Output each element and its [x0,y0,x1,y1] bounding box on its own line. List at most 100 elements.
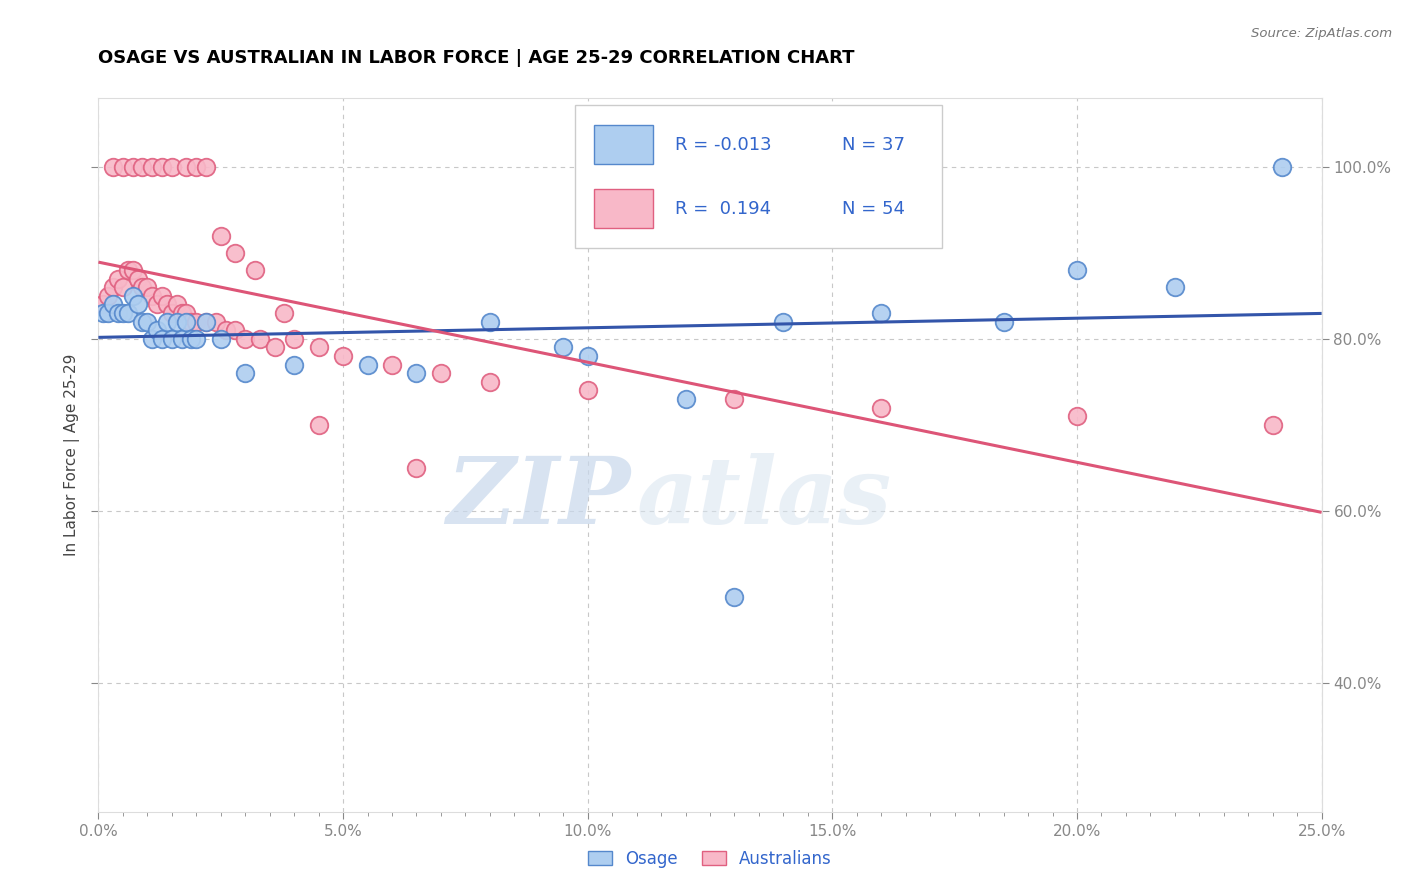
Point [430,366,453,380]
Text: ZIP: ZIP [446,453,630,542]
Point [283,332,305,346]
Y-axis label: In Labor Force | Age 25-29: In Labor Force | Age 25-29 [65,354,80,556]
Point [150,160,173,174]
Text: atlas: atlas [637,453,891,542]
Point [195,315,218,329]
Point [332,349,354,363]
Text: Source: ZipAtlas.com: Source: ZipAtlas.com [1251,27,1392,40]
Point [166,297,188,311]
Point [121,263,143,277]
Point [478,315,501,329]
Point [263,341,285,355]
Point [381,358,404,372]
Point [107,271,129,285]
Point [136,315,159,329]
Point [209,228,232,243]
Point [131,315,153,329]
Text: N = 54: N = 54 [842,200,905,218]
Point [146,323,169,337]
Text: OSAGE VS AUSTRALIAN IN LABOR FORCE | AGE 25-29 CORRELATION CHART: OSAGE VS AUSTRALIAN IN LABOR FORCE | AGE… [98,49,855,67]
Point [101,160,124,174]
Point [150,332,173,346]
Point [224,323,246,337]
Point [1164,280,1187,294]
Point [97,306,120,320]
Point [117,306,139,320]
Point [176,160,198,174]
Point [224,245,246,260]
Point [111,306,134,320]
Point [121,160,143,174]
Point [127,297,149,311]
Point [150,289,173,303]
Point [195,315,218,329]
Point [1066,263,1088,277]
Point [308,341,330,355]
Point [170,332,193,346]
Point [97,289,120,303]
Point [233,366,256,380]
Point [576,349,599,363]
Point [405,366,427,380]
Point [205,315,228,329]
Point [243,263,266,277]
Point [141,332,163,346]
Point [356,358,378,372]
Point [1261,417,1284,432]
Point [233,332,256,346]
Point [209,332,232,346]
Point [160,332,183,346]
Point [186,160,208,174]
Point [273,306,295,320]
Point [553,341,575,355]
Point [180,315,202,329]
Point [160,306,183,320]
Point [141,289,163,303]
Point [121,289,143,303]
Point [186,332,208,346]
Point [186,315,208,329]
Point [146,297,169,311]
Point [127,271,149,285]
Point [870,401,893,415]
Point [156,315,179,329]
Point [176,315,198,329]
Point [91,306,114,320]
Point [195,160,218,174]
Point [101,280,124,294]
Point [249,332,271,346]
FancyBboxPatch shape [593,189,652,228]
Point [131,160,153,174]
Point [136,280,159,294]
Point [723,392,745,406]
Point [111,280,134,294]
Point [101,297,124,311]
Point [141,160,163,174]
Point [993,315,1015,329]
Point [772,315,794,329]
Point [1271,160,1294,174]
Text: R =  0.194: R = 0.194 [675,200,770,218]
Point [166,315,188,329]
Point [117,263,139,277]
FancyBboxPatch shape [575,105,942,248]
Point [91,297,114,311]
Point [870,306,893,320]
Point [160,160,183,174]
Legend: Osage, Australians: Osage, Australians [582,844,838,875]
Point [107,306,129,320]
Point [478,375,501,389]
Point [405,460,427,475]
Point [214,323,236,337]
FancyBboxPatch shape [593,125,652,164]
Point [576,384,599,398]
Point [283,358,305,372]
Point [675,392,697,406]
Text: R = -0.013: R = -0.013 [675,136,770,153]
Point [308,417,330,432]
Point [131,280,153,294]
Point [111,160,134,174]
Point [1066,409,1088,424]
Point [180,332,202,346]
Point [723,590,745,604]
